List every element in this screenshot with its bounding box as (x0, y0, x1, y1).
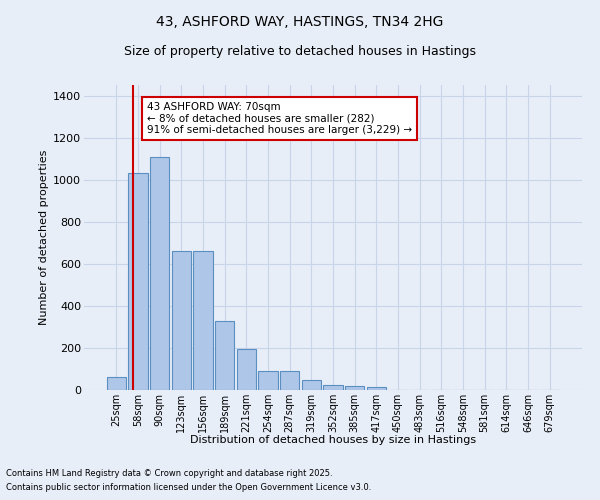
Bar (193, 251, 213, 390)
Bar (150, 156, 169, 390)
Bar (172, 251, 191, 390)
Bar (258, 371, 278, 390)
Text: 43, ASHFORD WAY, HASTINGS, TN34 2HG: 43, ASHFORD WAY, HASTINGS, TN34 2HG (157, 15, 443, 29)
Bar (215, 320, 235, 390)
Text: Contains HM Land Registry data © Crown copyright and database right 2025.: Contains HM Land Registry data © Crown c… (6, 468, 332, 477)
X-axis label: Distribution of detached houses by size in Hastings: Distribution of detached houses by size … (190, 435, 476, 445)
Bar (345, 386, 364, 390)
Bar (107, 378, 126, 390)
Bar (302, 380, 321, 390)
Bar (367, 388, 386, 390)
Text: Size of property relative to detached houses in Hastings: Size of property relative to detached ho… (124, 45, 476, 58)
Bar (128, 174, 148, 390)
Y-axis label: Number of detached properties: Number of detached properties (39, 150, 49, 325)
Bar (236, 349, 256, 390)
Text: Contains public sector information licensed under the Open Government Licence v3: Contains public sector information licen… (6, 484, 371, 492)
Bar (280, 371, 299, 390)
Bar (323, 384, 343, 390)
Text: 43 ASHFORD WAY: 70sqm
← 8% of detached houses are smaller (282)
91% of semi-deta: 43 ASHFORD WAY: 70sqm ← 8% of detached h… (147, 102, 412, 135)
